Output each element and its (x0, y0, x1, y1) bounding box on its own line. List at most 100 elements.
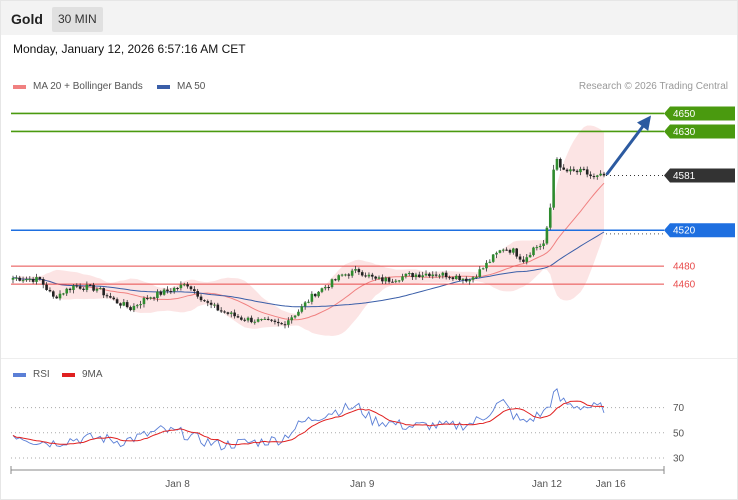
candle-body (310, 293, 314, 302)
candle-body (485, 262, 488, 269)
candle-body (414, 274, 418, 278)
level-tag-4650 (664, 106, 735, 121)
candle-body (260, 319, 263, 321)
candle-body (381, 277, 384, 282)
candle-body (384, 277, 388, 282)
candle-body (572, 169, 576, 171)
candle-body (72, 285, 75, 291)
candle-body (451, 277, 455, 280)
candle-body (270, 319, 273, 321)
candle-body (528, 255, 532, 258)
candle-body (193, 289, 196, 292)
candle-body (233, 312, 236, 317)
candle-body (421, 275, 424, 278)
candle-body (122, 302, 126, 306)
candle-body (203, 300, 206, 302)
candle-body (387, 277, 391, 282)
candle-body (512, 248, 515, 253)
candle-body (508, 249, 512, 253)
candle-body (256, 319, 260, 322)
candle-body (357, 269, 361, 273)
candle-body (38, 277, 42, 280)
candle-body (488, 261, 492, 263)
candle-body (428, 273, 431, 277)
candle-body (125, 302, 129, 308)
candle-body (31, 278, 35, 282)
candle-body (592, 176, 596, 178)
legend-rsi: RSI (13, 369, 50, 380)
candle-body (505, 249, 508, 251)
ma20-line (12, 182, 605, 321)
candle-body (478, 269, 482, 277)
candle-body (448, 277, 451, 279)
candle-body (152, 297, 156, 299)
candle-body (579, 168, 582, 173)
candle-body (340, 274, 344, 276)
candle-body (146, 298, 149, 300)
candle-body (344, 274, 347, 276)
candle-body (491, 254, 495, 262)
candle-body (374, 276, 377, 279)
candle-body (21, 280, 25, 282)
candle-body (250, 317, 253, 323)
candle-body (162, 289, 166, 295)
candle-body (119, 303, 122, 306)
candle-body (350, 270, 354, 276)
candle-body (582, 168, 586, 170)
forecast-arrow-head (637, 115, 652, 131)
candle-body (41, 279, 45, 285)
candle-body (320, 288, 324, 292)
candle-body (78, 286, 82, 289)
rsi-tick-70: 70 (673, 403, 685, 414)
legend-bollinger-label: MA 20 + Bollinger Bands (33, 81, 143, 92)
legend-9ma: 9MA (62, 369, 103, 380)
candle-body (532, 247, 535, 256)
candle-body (25, 279, 28, 281)
candle-body (327, 287, 330, 289)
timeframe-button[interactable]: 30 MIN (52, 7, 103, 32)
pane-separator (1, 358, 737, 359)
candle-body (538, 245, 542, 248)
instrument-title: Gold (11, 11, 43, 27)
candle-body (599, 173, 602, 176)
candle-body (438, 275, 441, 277)
candle-body (542, 243, 545, 246)
candle-body (226, 312, 230, 314)
candle-body (182, 284, 186, 286)
candle-body (209, 302, 213, 305)
candle-body (481, 268, 485, 270)
candle-body (307, 301, 310, 303)
legend-9ma-label: 9MA (82, 369, 103, 380)
candle-body (548, 207, 552, 228)
candle-body (11, 277, 15, 280)
candle-body (35, 277, 38, 282)
candle-body (569, 169, 572, 172)
candle-body (105, 295, 109, 297)
candle-body (418, 274, 421, 278)
candle-body (394, 280, 398, 282)
candle-body (431, 274, 435, 277)
candle-body (156, 291, 159, 299)
legend-9ma-swatch (62, 372, 75, 377)
candle-body (283, 324, 287, 326)
candle-body (132, 305, 136, 311)
candle-body (213, 304, 216, 306)
legend-ma50-swatch (157, 84, 170, 89)
rsi-9ma-line (12, 400, 605, 446)
copyright-text: Research © 2026 Trading Central (578, 81, 728, 92)
level-label-4650: 4650 (673, 109, 696, 120)
candle-body (18, 277, 22, 281)
candle-body (323, 287, 327, 289)
level-label-4581: 4581 (673, 171, 696, 182)
candle-body (575, 170, 579, 173)
candle-body (300, 306, 304, 312)
legend-ma50: MA 50 (157, 81, 205, 92)
candle-body (280, 323, 283, 325)
candle-body (199, 296, 203, 301)
candle-body (498, 250, 502, 253)
candle-body (65, 288, 69, 294)
candle-body (404, 273, 408, 277)
candle-body (189, 286, 193, 290)
candle-body (276, 321, 280, 324)
candle-body (293, 315, 297, 318)
